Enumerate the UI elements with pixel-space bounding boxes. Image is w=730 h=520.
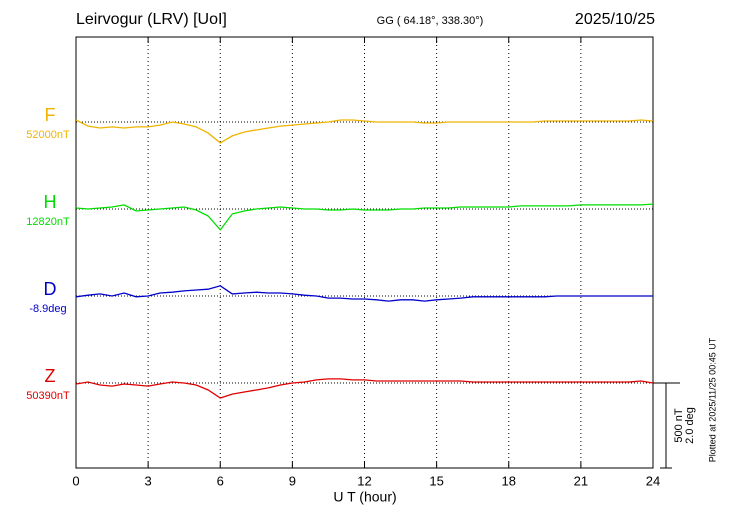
baseline-label: 52000nT (26, 129, 70, 141)
chart-title: Leirvogur (LRV) [UoI] (76, 11, 227, 28)
x-tick-label: 21 (574, 473, 588, 488)
x-tick-label: 6 (217, 473, 224, 488)
scale-label: 2.0 deg (684, 407, 696, 444)
scale-label: 500 nT (673, 408, 685, 443)
chart-date: 2025/10/25 (575, 11, 655, 28)
baseline-label: 12820nT (26, 216, 70, 228)
series-name: F (45, 105, 56, 125)
chart-subtitle: GG ( 64.18°, 338.30°) (377, 15, 484, 27)
series-name: D (44, 279, 57, 299)
footnote: Plotted at 2025/11/25 00:45 UT (707, 337, 717, 462)
x-tick-label: 12 (357, 473, 371, 488)
baseline-label: 50390nT (26, 390, 70, 402)
baseline-label: -8.9deg (29, 303, 66, 315)
x-tick-label: 0 (72, 473, 79, 488)
series-name: Z (45, 366, 56, 386)
trace (75, 285, 653, 302)
trace (75, 119, 654, 144)
x-tick-label: 24 (646, 473, 660, 488)
x-axis-label: U T (hour) (333, 489, 396, 505)
x-tick-label: 18 (502, 473, 516, 488)
series-name: H (44, 192, 57, 212)
trace (75, 203, 654, 231)
x-tick-label: 9 (289, 473, 296, 488)
x-tick-label: 15 (429, 473, 443, 488)
x-tick-label: 3 (145, 473, 152, 488)
trace (75, 378, 654, 399)
